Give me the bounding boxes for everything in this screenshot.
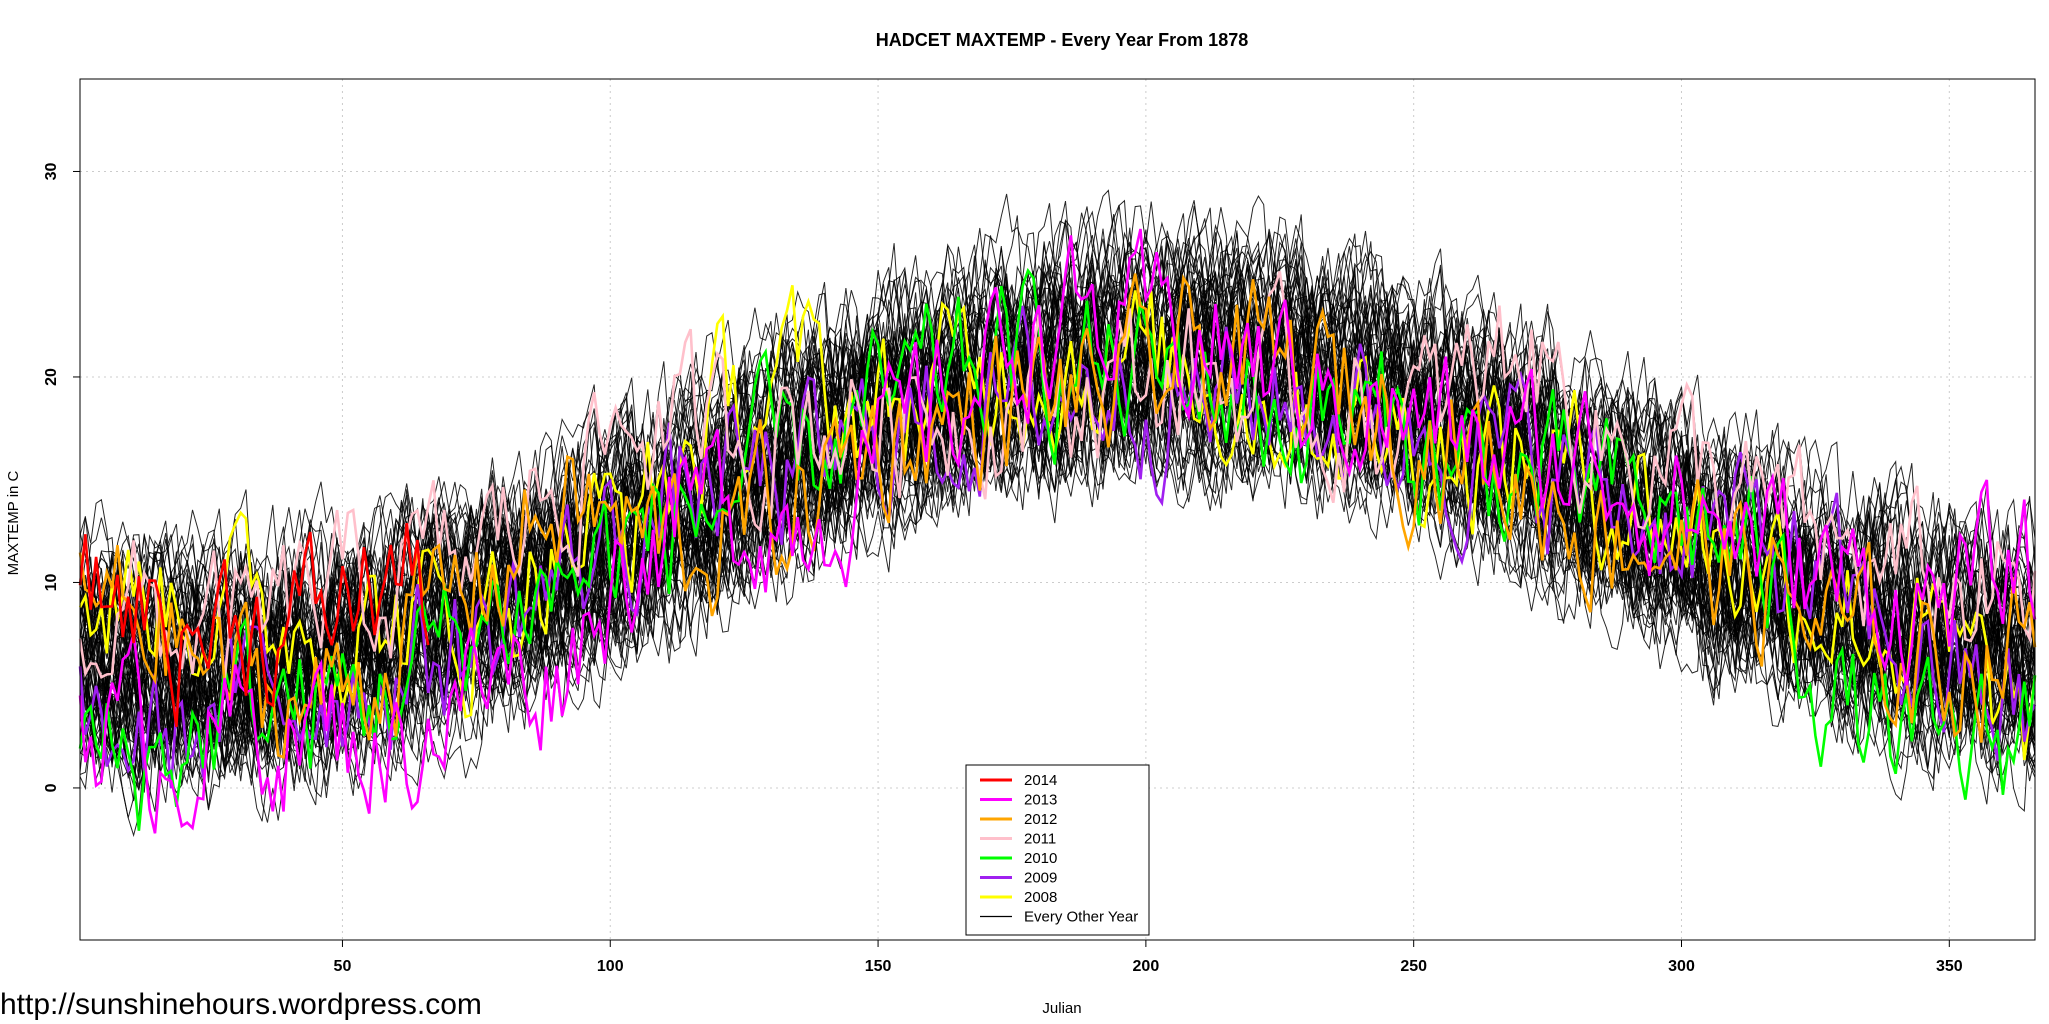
x-tick-label: 150 [865,958,892,975]
x-tick-label: 50 [334,958,352,975]
x-tick-label: 250 [1400,958,1427,975]
series-line-every-other-year [79,200,2036,673]
legend-entry-label: Every Other Year [1024,909,1138,926]
y-tick-label: 0 [43,783,60,792]
series-line-every-other-year [79,346,2036,812]
x-tick-label: 200 [1133,958,1160,975]
legend-entry-label: 2012 [1024,811,1057,828]
x-tick-label: 300 [1668,958,1695,975]
legend-entry-label: 2010 [1024,850,1057,867]
chart-title: HADCET MAXTEMP - Every Year From 1878 [876,30,1248,50]
y-tick-label: 20 [43,368,60,386]
legend-entry-label: 2009 [1024,870,1057,887]
legend-entry-label: 2014 [1024,772,1057,789]
series-line-2012 [78,273,2037,759]
series-line-every-other-year [79,360,2036,809]
series-line-2013 [78,228,2037,834]
legend-entry-label: 2013 [1024,792,1057,809]
y-tick-label: 10 [43,573,60,591]
y-tick-label: 30 [43,162,60,180]
series-lines [78,228,2037,834]
legend-entry-label: 2011 [1024,831,1056,848]
legend: 2014 2013 2012 2011 2010 2009 2008 Every Other … [965,764,1150,936]
series-line-every-other-year [79,193,2036,668]
plot-frame [79,78,2036,941]
y-axis-label: MAXTEMP in C [5,470,22,575]
x-tick-label: 350 [1936,958,1963,975]
legend-entry-label: 2008 [1024,889,1057,906]
x-axis-label: Julian [1042,1000,1081,1017]
series-line-every-other-year [79,355,2036,805]
series-line-2014 [78,522,430,727]
series-line-every-other-year [79,219,2036,680]
credit-url[interactable]: http://sunshinehours.wordpress.com [0,988,482,1021]
series-line-2010 [78,267,2037,831]
x-tick-label: 100 [597,958,624,975]
axes: 50 100 150 200 250 300 350 0 10 20 30 [43,78,2036,975]
legend-box [965,764,1150,936]
